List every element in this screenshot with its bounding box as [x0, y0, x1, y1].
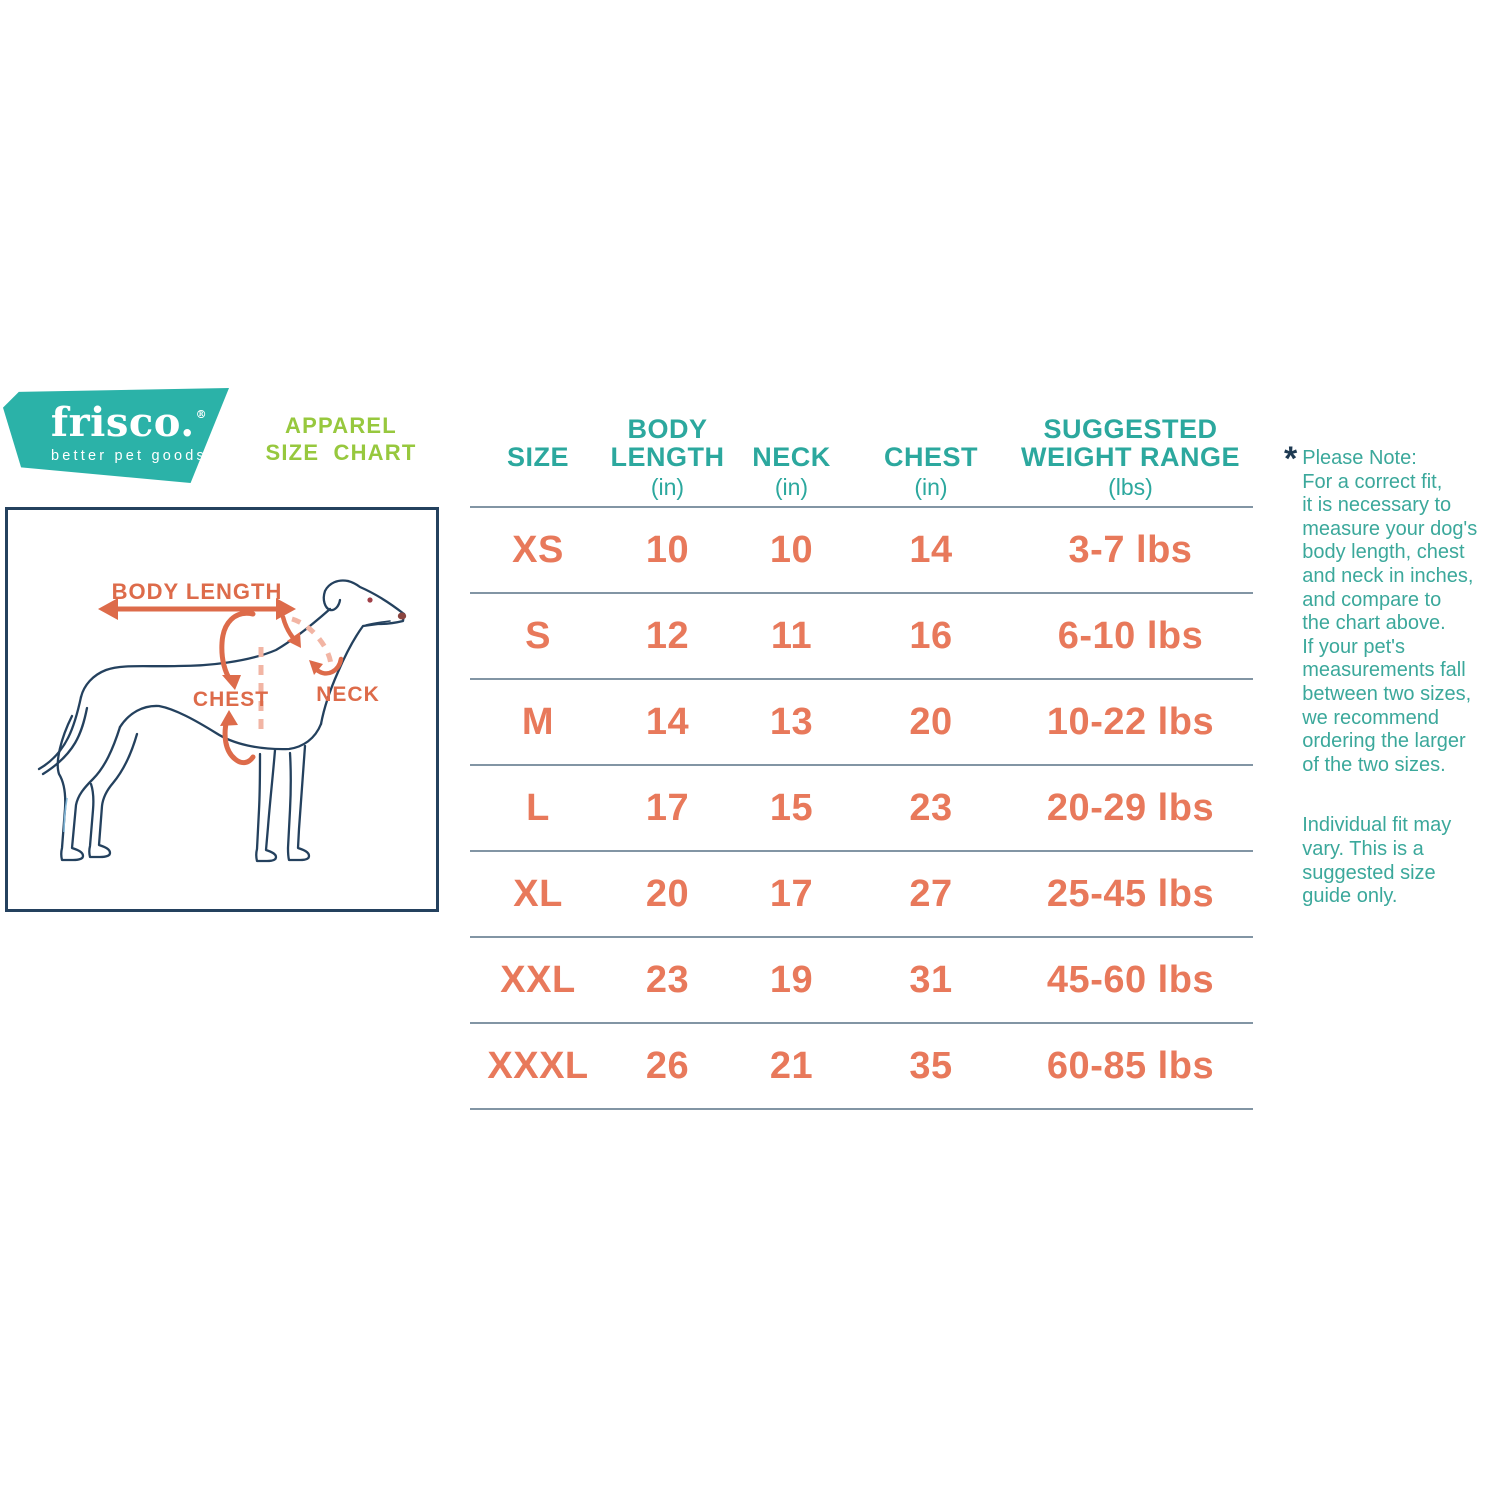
frisco-logo: frisco.® better pet goods: [3, 387, 229, 484]
please-note-text: Please Note: For a correct fit, it is ne…: [1302, 447, 1478, 776]
dog-nose: [397, 612, 407, 620]
cell-chest: 23: [909, 786, 953, 829]
leg-accent-line: [63, 797, 68, 833]
cell-size: L: [526, 786, 550, 829]
dog-measurement-diagram: BODY LENGTH CHEST NECK: [5, 507, 439, 912]
body-length-label: BODY LENGTH: [112, 579, 283, 604]
brand-text: frisco.: [50, 398, 195, 446]
cell-body-length: 12: [645, 614, 690, 657]
dog-diagram-svg: BODY LENGTH CHEST NECK: [37, 579, 407, 863]
cell-chest: 20: [909, 700, 953, 743]
size-table: SIZE BODY LENGTH (in) NECK (in) CHEST (i…: [470, 415, 1253, 1110]
cell-size: XXXL: [487, 1044, 589, 1087]
table-row: S 12 11 16 6-10 lbs: [470, 594, 1253, 680]
dog-eye: [367, 597, 373, 603]
neck-dashed-arc: [291, 616, 334, 668]
table-row: M 14 13 20 10-22 lbs: [470, 680, 1253, 766]
cell-neck: 10: [769, 528, 814, 571]
cell-weight: 6-10 lbs: [1057, 614, 1204, 657]
cell-chest: 16: [909, 614, 953, 657]
cell-neck: 11: [770, 614, 813, 657]
header-cell-weight-range: SUGGESTED WEIGHT RANGE (lbs): [1021, 414, 1240, 500]
header-cell-size: SIZE: [506, 442, 569, 472]
cell-neck: 15: [769, 786, 814, 829]
neck-label: NECK: [316, 683, 380, 706]
table-row: XXXL 26 21 35 60-85 lbs: [470, 1024, 1253, 1110]
cell-chest: 31: [909, 958, 953, 1001]
cell-body-length: 17: [645, 786, 690, 829]
cell-neck: 13: [769, 700, 814, 743]
registered-mark: ®: [195, 407, 208, 421]
cell-neck: 21: [769, 1044, 814, 1087]
cell-body-length: 26: [645, 1044, 690, 1087]
brand-name: frisco.®: [51, 402, 208, 443]
cell-weight: 3-7 lbs: [1068, 528, 1193, 571]
cell-weight: 25-45 lbs: [1046, 872, 1215, 915]
cell-body-length: 14: [645, 700, 690, 743]
cell-chest: 14: [909, 528, 953, 571]
table-row: XL 20 17 27 25-45 lbs: [470, 852, 1253, 938]
fit-disclaimer-text: Individual fit may vary. This is a sugge…: [1302, 814, 1452, 908]
cell-weight: 10-22 lbs: [1046, 700, 1215, 743]
table-row: XXL 23 19 31 45-60 lbs: [470, 938, 1253, 1024]
header-cell-chest: CHEST (in): [883, 442, 978, 500]
cell-chest: 27: [909, 872, 953, 915]
cell-weight: 20-29 lbs: [1046, 786, 1215, 829]
chest-arrowheads: [220, 675, 241, 726]
cell-chest: 35: [909, 1044, 953, 1087]
dog-outline: [37, 579, 406, 863]
table-header: SIZE BODY LENGTH (in) NECK (in) CHEST (i…: [470, 415, 1253, 508]
cell-body-length: 10: [645, 528, 690, 571]
cell-neck: 17: [769, 872, 814, 915]
title-line-1: APPAREL: [285, 413, 397, 438]
chest-label: CHEST: [193, 688, 269, 711]
cell-body-length: 23: [645, 958, 690, 1001]
cell-weight: 45-60 lbs: [1046, 958, 1215, 1001]
cell-weight: 60-85 lbs: [1046, 1044, 1215, 1087]
note-asterisk: *: [1284, 440, 1298, 478]
note-text-block: Please Note: For a correct fit, it is ne…: [1302, 447, 1477, 909]
cell-size: S: [525, 614, 551, 657]
brand-tagline: better pet goods: [51, 447, 207, 464]
cell-size: XS: [512, 528, 564, 571]
cell-size: XXL: [500, 958, 576, 1001]
body-length-arrow: [98, 598, 296, 620]
neck-arrowheads: [287, 632, 323, 675]
apparel-size-chart-title: APPAREL SIZE CHART: [246, 413, 436, 467]
chest-arrows: [219, 610, 256, 766]
cell-neck: 19: [769, 958, 814, 1001]
title-line-2: SIZE CHART: [265, 439, 417, 465]
notes-panel: * Please Note: For a correct fit, it is …: [1284, 440, 1500, 909]
cell-size: M: [521, 700, 555, 743]
table-row: XS 10 10 14 3-7 lbs: [470, 508, 1253, 594]
cell-size: XL: [513, 872, 563, 915]
header-cell-body-length: BODY LENGTH (in): [610, 414, 725, 500]
cell-body-length: 20: [645, 872, 690, 915]
header-cell-neck: NECK (in): [752, 442, 831, 500]
table-row: L 17 15 23 20-29 lbs: [470, 766, 1253, 852]
